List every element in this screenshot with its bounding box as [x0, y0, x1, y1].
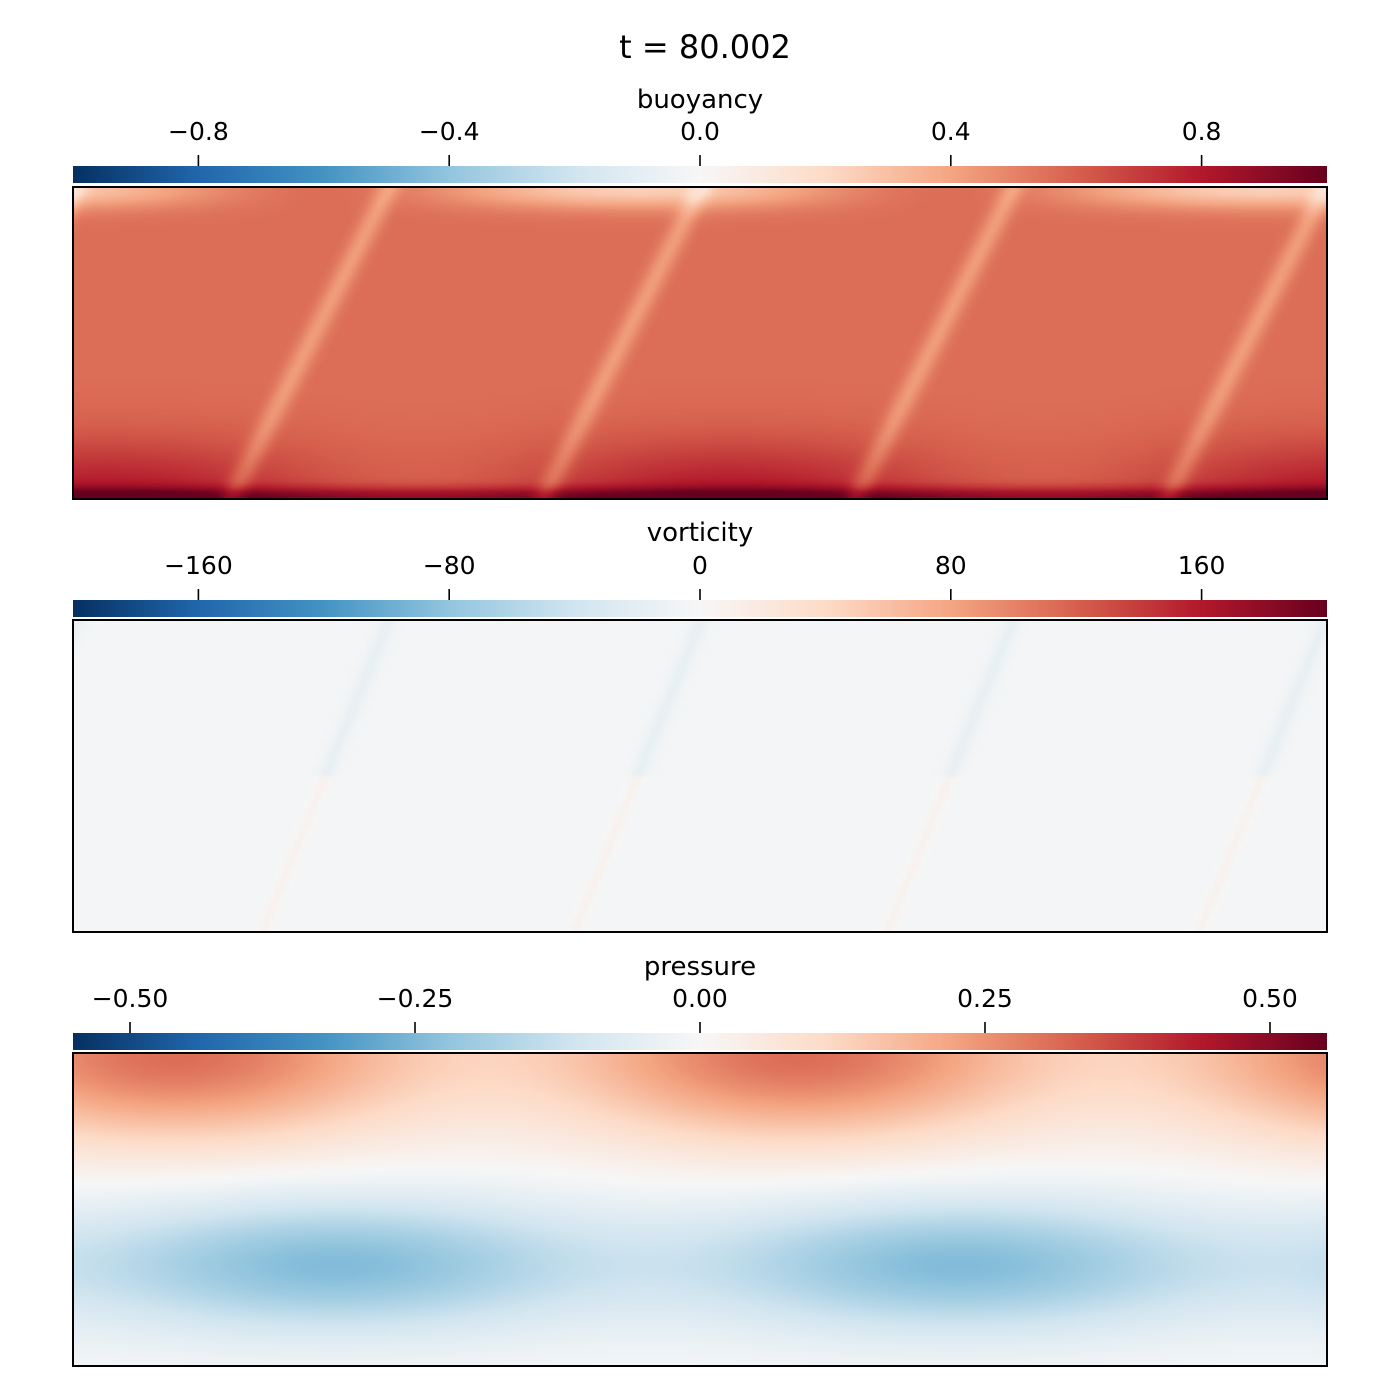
- colorbar-tick-label: −80: [423, 551, 476, 580]
- panel-buoyancy: buoyancy −0.8 −0.4 0.0 0.4 0.8: [72, 85, 1328, 500]
- heatmap-image: [73, 620, 1327, 932]
- heatmap-image: [73, 1053, 1327, 1366]
- panel-pressure: pressure −0.50 −0.25 0.00 0.25 0.50: [72, 952, 1328, 1367]
- colorbar-tick-label: −0.4: [419, 117, 480, 146]
- colorbar-tick-label: 0.0: [680, 117, 720, 146]
- colorbar: [73, 166, 1327, 183]
- axes-frame: [72, 186, 1328, 500]
- axes-frame: [72, 619, 1328, 933]
- colorbar-tick-label: 0.8: [1182, 117, 1222, 146]
- colorbar-tick-label: 0.00: [672, 984, 728, 1013]
- colorbar-label: vorticity: [647, 518, 754, 548]
- figure-title: t = 80.002: [619, 28, 791, 66]
- colorbar-tick-label: 80: [935, 551, 967, 580]
- colorbar-tick-label: −0.8: [168, 117, 229, 146]
- heatmap-image: [73, 187, 1327, 499]
- colorbar: [73, 1033, 1327, 1050]
- colorbar-label: pressure: [644, 952, 756, 982]
- colorbar-tick-label: −0.50: [92, 984, 169, 1013]
- colorbar: [73, 600, 1327, 617]
- colorbar-tick-label: −0.25: [377, 984, 454, 1013]
- colorbar-tick-label: 0.25: [957, 984, 1013, 1013]
- panel-vorticity: vorticity −160 −80 0 80 160: [72, 518, 1328, 933]
- colorbar-tick-label: 0: [692, 551, 708, 580]
- colorbar-tick-label: 0.4: [931, 117, 971, 146]
- colorbar-label: buoyancy: [637, 85, 763, 115]
- colorbar-tick-label: 0.50: [1242, 984, 1298, 1013]
- panels: buoyancy −0.8 −0.4 0.0 0.4 0.8 vorticity −160 −8…: [72, 85, 1328, 1367]
- axes-frame: [72, 1052, 1328, 1367]
- colorbar-tick-label: −160: [164, 551, 233, 580]
- colorbar-tick-label: 160: [1178, 551, 1226, 580]
